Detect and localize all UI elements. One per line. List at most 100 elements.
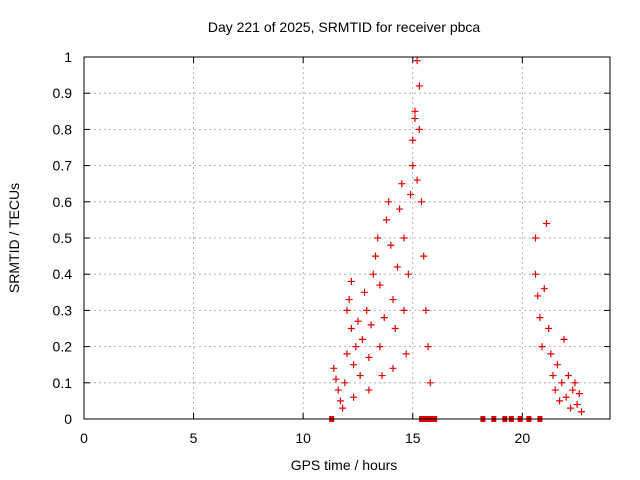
y-tick-label: 0 xyxy=(64,411,72,427)
data-point xyxy=(398,180,406,188)
data-point xyxy=(558,379,566,387)
y-axis-ticks: 0 0.1 0.2 0.3 0.4 0.5 0.6 0.7 0.8 0.9 1 xyxy=(53,49,610,427)
data-point xyxy=(361,288,369,296)
data-point xyxy=(575,390,583,398)
data-point xyxy=(573,401,581,409)
data-point xyxy=(404,270,412,278)
y-tick-label: 0.8 xyxy=(53,121,73,137)
data-point xyxy=(350,393,358,401)
data-point xyxy=(365,353,373,361)
data-point xyxy=(376,343,384,351)
data-point xyxy=(347,277,355,285)
data-point xyxy=(415,125,423,133)
data-point xyxy=(536,314,544,322)
data-point xyxy=(380,314,388,322)
data-point xyxy=(400,234,408,242)
grid-lines xyxy=(84,57,610,419)
data-point xyxy=(531,234,539,242)
data-point xyxy=(420,252,428,260)
plot-frame xyxy=(83,56,611,420)
data-point xyxy=(343,350,351,358)
data-point xyxy=(341,379,349,387)
data-point xyxy=(363,306,371,314)
data-point xyxy=(422,306,430,314)
data-points xyxy=(329,57,586,422)
data-point xyxy=(556,397,564,405)
data-point xyxy=(534,292,542,300)
data-point xyxy=(540,285,548,293)
x-tick-label: 10 xyxy=(295,430,311,446)
y-tick-label: 0.7 xyxy=(53,158,73,174)
data-point xyxy=(389,364,397,372)
data-point xyxy=(418,198,426,206)
data-point xyxy=(358,335,366,343)
data-point xyxy=(551,386,559,394)
data-point xyxy=(531,270,539,278)
y-axis-label: SRMTID / TECUs xyxy=(6,183,22,293)
x-axis-label: GPS time / hours xyxy=(291,457,398,473)
data-point xyxy=(336,397,344,405)
y-tick-label: 0.5 xyxy=(53,230,73,246)
data-point xyxy=(354,317,362,325)
data-point xyxy=(382,216,390,224)
y-tick-label: 0.1 xyxy=(53,375,73,391)
data-point xyxy=(413,57,421,65)
data-point xyxy=(564,372,572,380)
data-point xyxy=(376,281,384,289)
x-tick-label: 0 xyxy=(80,430,88,446)
y-tick-label: 1 xyxy=(64,49,72,65)
data-point xyxy=(545,325,553,332)
x-tick-label: 20 xyxy=(515,430,531,446)
data-point xyxy=(411,107,419,115)
y-tick-label: 0.2 xyxy=(53,339,73,355)
data-point xyxy=(334,386,342,394)
data-point xyxy=(542,220,550,228)
data-point xyxy=(400,306,408,314)
data-point xyxy=(389,296,397,304)
data-point xyxy=(413,176,421,184)
x-tick-label: 5 xyxy=(190,430,198,446)
data-point xyxy=(345,296,353,304)
data-point xyxy=(562,393,570,401)
data-point xyxy=(374,234,382,242)
data-point xyxy=(538,343,546,351)
data-point xyxy=(547,350,555,358)
data-point xyxy=(391,325,399,332)
data-point xyxy=(332,375,340,383)
data-point xyxy=(571,379,579,387)
y-tick-label: 0.6 xyxy=(53,194,73,210)
data-point xyxy=(367,321,375,329)
data-point xyxy=(553,361,561,369)
data-point xyxy=(396,205,404,213)
data-point xyxy=(352,343,360,351)
data-point xyxy=(415,82,423,90)
data-point xyxy=(426,379,434,387)
data-point xyxy=(347,325,355,332)
data-point xyxy=(409,136,417,144)
data-point xyxy=(387,241,395,249)
y-tick-label: 0.9 xyxy=(53,85,73,101)
data-point xyxy=(402,350,410,358)
data-point xyxy=(424,343,432,351)
data-point xyxy=(567,404,575,412)
x-tick-label: 15 xyxy=(405,430,421,446)
data-point xyxy=(407,191,415,199)
data-point xyxy=(549,372,557,380)
data-point xyxy=(378,372,386,380)
data-point xyxy=(343,306,351,314)
data-point xyxy=(409,162,417,170)
data-point xyxy=(569,386,577,394)
data-point xyxy=(560,335,568,343)
data-point xyxy=(411,115,419,123)
data-point xyxy=(365,386,373,394)
data-point xyxy=(350,361,358,369)
data-point xyxy=(385,198,393,206)
data-point xyxy=(356,372,364,380)
data-point xyxy=(369,270,377,278)
y-tick-label: 0.4 xyxy=(53,266,73,282)
data-point xyxy=(393,263,401,271)
data-point xyxy=(339,404,347,412)
chart-title: Day 221 of 2025, SRMTID for receiver pbc… xyxy=(208,19,481,35)
x-axis-ticks: 0 5 10 15 20 xyxy=(80,57,530,446)
